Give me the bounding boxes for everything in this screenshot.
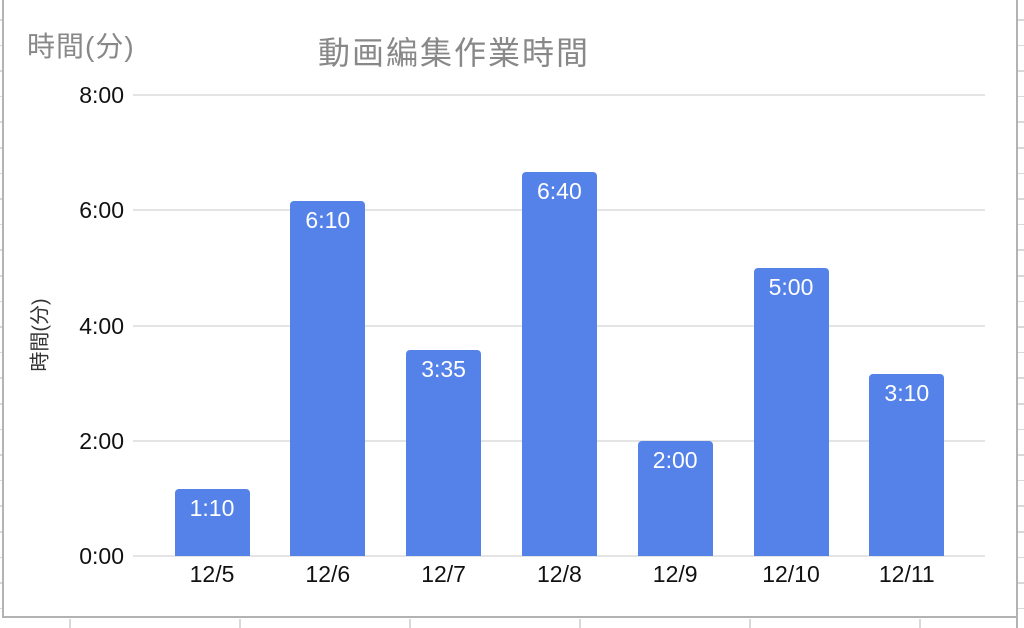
sheet-row-line — [1018, 556, 1024, 559]
sheet-row-line — [1018, 44, 1024, 47]
sheet-column-line — [1016, 0, 1018, 628]
sheet-row-line — [0, 147, 2, 149]
sheet-row-line — [0, 556, 2, 559]
sheet-row-line — [1018, 198, 1024, 200]
x-tick-label: 12/7 — [421, 561, 466, 587]
sheet-row-line — [0, 19, 2, 21]
bar-value-label: 6:40 — [537, 178, 582, 204]
sheet-row-line — [0, 300, 2, 303]
sheet-row-line — [1018, 582, 1024, 584]
sheet-row-line — [0, 531, 2, 533]
bar-value-label: 1:10 — [189, 495, 235, 521]
sheet-row-line — [1018, 223, 1024, 226]
x-tick-label: 12/11 — [878, 561, 935, 587]
bar[interactable] — [406, 350, 482, 556]
y-tick-label: 8:00 — [79, 82, 124, 108]
sheet-row-line — [1018, 607, 1024, 610]
sheet-row-line — [1018, 147, 1024, 149]
bar[interactable] — [521, 172, 597, 556]
sheet-column-line — [69, 619, 71, 628]
sheet-row-line — [0, 454, 2, 456]
sheet-row-line — [0, 95, 2, 98]
sheet-row-line — [0, 607, 2, 610]
sheet-row-line — [1018, 403, 1024, 405]
sheet-row-line — [1018, 377, 1024, 379]
sheet-row-line — [1018, 351, 1024, 354]
sheet-row-line — [0, 326, 2, 328]
sheet-row-line — [0, 70, 2, 72]
x-tick-label: 12/6 — [305, 561, 351, 587]
chart-title: 動画編集作業時間 — [318, 35, 591, 71]
y-tick-label: 6:00 — [79, 197, 124, 224]
y-gridline — [133, 94, 985, 96]
y-tick-label: 4:00 — [79, 312, 124, 339]
y-gridline — [133, 555, 985, 557]
sheet-row-line — [0, 198, 2, 200]
sheet-row-line — [0, 223, 2, 226]
sheet-row-line — [1018, 249, 1024, 251]
bar-value-label: 2:00 — [652, 447, 698, 473]
sheet-row-line — [1018, 70, 1024, 72]
bar[interactable] — [637, 441, 713, 556]
sheet-row-line — [1018, 479, 1024, 482]
sheet-row-line — [1018, 275, 1024, 277]
y-tick-label: 2:00 — [79, 427, 124, 454]
sheet-row-line — [1018, 454, 1024, 456]
y-axis-unit-label: 時間(分) — [27, 31, 135, 62]
sheet-row-line — [0, 44, 2, 47]
sheet-column-line — [579, 619, 581, 628]
bar-value-label: 5:00 — [768, 274, 814, 300]
chart-object[interactable] — [2, 0, 1016, 618]
sheet-row-line — [1018, 95, 1024, 98]
sheet-column-line — [919, 619, 921, 628]
bar[interactable] — [174, 489, 250, 556]
sheet-row-line — [1018, 531, 1024, 533]
sheet-row-line — [1018, 19, 1024, 21]
sheet-column-line — [749, 619, 751, 628]
sheet-row-line — [0, 479, 2, 482]
x-tick-label: 12/5 — [189, 561, 235, 587]
x-tick-label: 12/10 — [762, 561, 820, 587]
bar-value-label: 3:35 — [421, 356, 466, 382]
bar[interactable] — [753, 268, 829, 556]
sheet-row-line — [0, 582, 2, 584]
sheet-row-line — [1018, 300, 1024, 303]
x-tick-label: 12/9 — [652, 561, 698, 587]
sheet-column-line — [409, 619, 411, 628]
sheet-row-line — [0, 377, 2, 379]
sheet-row-line — [0, 275, 2, 277]
x-tick-label: 12/8 — [537, 561, 582, 587]
sheet-row-line — [1018, 326, 1024, 328]
sheet-row-line — [1018, 505, 1024, 507]
sheet-row-line — [0, 351, 2, 354]
sheet-row-line — [1018, 428, 1024, 431]
bar-value-label: 3:10 — [884, 380, 930, 406]
sheet-row-line — [0, 172, 2, 175]
sheet-row-line — [0, 505, 2, 507]
sheet-column-line — [239, 619, 241, 628]
sheet-row-line — [0, 249, 2, 251]
bar[interactable] — [290, 201, 366, 556]
sheet-row-line — [1018, 172, 1024, 175]
y-tick-label: 0:00 — [79, 543, 124, 569]
sheet-row-line — [0, 121, 2, 123]
sheet-row-line — [1018, 121, 1024, 123]
sheet-row-line — [0, 428, 2, 431]
bar[interactable] — [869, 374, 945, 556]
sheet-row-line — [0, 403, 2, 405]
bar-value-label: 6:10 — [305, 207, 351, 233]
